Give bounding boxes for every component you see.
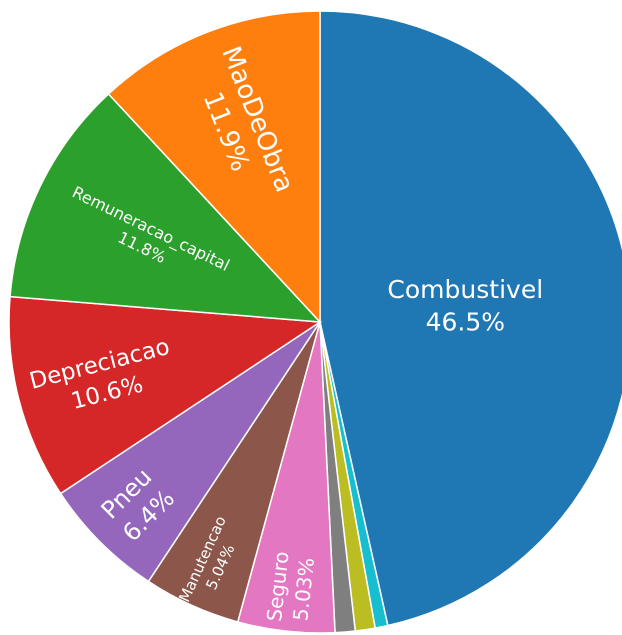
- slice-percent: 46.5%: [426, 307, 505, 336]
- slice-text: Combustivel 46.5%: [387, 275, 543, 337]
- pie-slice: [319, 10, 622, 627]
- slice-label: Combustivel 46.5%: [387, 275, 543, 337]
- pie-slice: [107, 10, 321, 324]
- pie-slice: [59, 321, 321, 583]
- pie-slice: [8, 295, 323, 495]
- slice-name: Combustivel: [387, 275, 543, 304]
- pie-slice: [9, 92, 322, 323]
